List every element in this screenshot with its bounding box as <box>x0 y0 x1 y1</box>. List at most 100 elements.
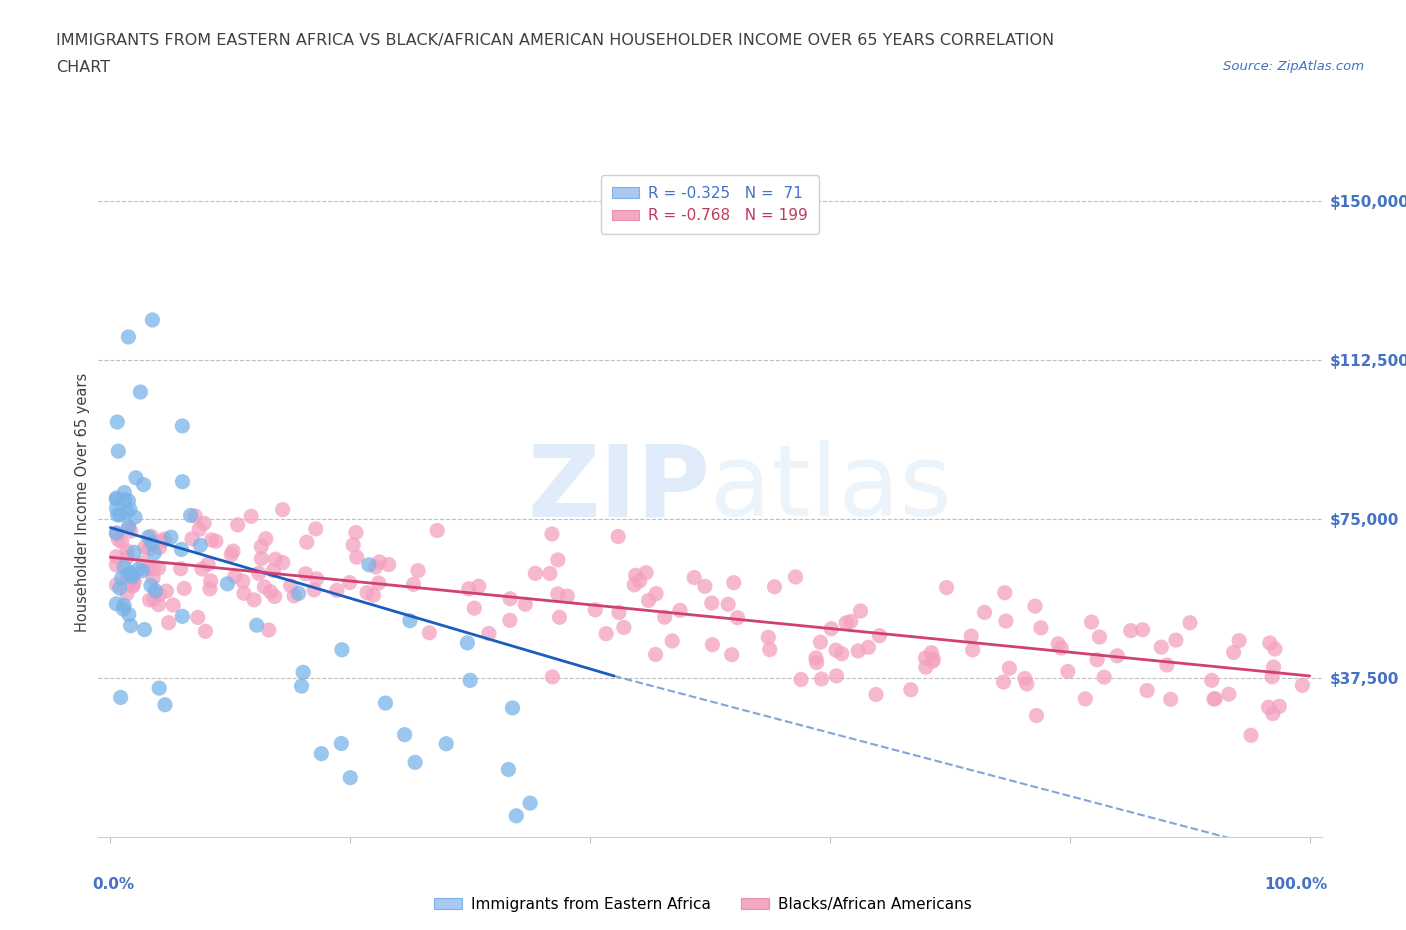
Point <box>661 633 683 648</box>
Point <box>399 613 422 628</box>
Point <box>172 609 194 624</box>
Point <box>187 610 209 625</box>
Point <box>900 683 922 698</box>
Point <box>107 508 129 523</box>
Point <box>173 581 195 596</box>
Point <box>122 578 145 593</box>
Point <box>120 524 142 538</box>
Point <box>180 508 202 523</box>
Point <box>142 562 165 577</box>
Point <box>806 655 828 670</box>
Point <box>394 727 416 742</box>
Point <box>148 561 170 576</box>
Point <box>132 477 155 492</box>
Point <box>112 598 135 613</box>
Point <box>271 502 294 517</box>
Point <box>478 626 501 641</box>
Point <box>547 587 569 602</box>
Point <box>973 604 995 619</box>
Point <box>1080 615 1102 630</box>
Point <box>311 746 333 761</box>
Point <box>224 569 246 584</box>
Point <box>846 644 869 658</box>
Point <box>131 564 153 578</box>
Point <box>111 571 134 586</box>
Point <box>720 647 742 662</box>
Point <box>457 581 479 596</box>
Point <box>1085 652 1108 667</box>
Point <box>250 551 273 566</box>
Point <box>120 566 142 581</box>
Point <box>613 620 636 635</box>
Point <box>108 508 131 523</box>
Point <box>205 534 228 549</box>
Point <box>145 583 167 598</box>
Point <box>172 474 194 489</box>
Point <box>624 568 647 583</box>
Point <box>763 579 786 594</box>
Point <box>758 642 780 657</box>
Point <box>247 565 270 580</box>
Point <box>105 550 128 565</box>
Point <box>283 589 305 604</box>
Point <box>1025 708 1047 723</box>
Point <box>538 566 561 581</box>
Point <box>160 530 183 545</box>
Text: IMMIGRANTS FROM EASTERN AFRICA VS BLACK/AFRICAN AMERICAN HOUSEHOLDER INCOME OVER: IMMIGRANTS FROM EASTERN AFRICA VS BLACK/… <box>56 33 1054 47</box>
Point <box>200 533 222 548</box>
Point <box>717 597 740 612</box>
Point <box>825 643 848 658</box>
Point <box>693 579 716 594</box>
Point <box>915 659 938 674</box>
Point <box>117 550 139 565</box>
Point <box>993 674 1015 689</box>
Legend: Immigrants from Eastern Africa, Blacks/African Americans: Immigrants from Eastern Africa, Blacks/A… <box>429 891 977 918</box>
Point <box>118 521 141 536</box>
Point <box>418 625 440 640</box>
Point <box>962 643 984 658</box>
Point <box>148 587 170 602</box>
Point <box>1050 641 1073 656</box>
Point <box>305 571 328 586</box>
Point <box>377 557 399 572</box>
Point <box>1047 636 1070 651</box>
Point <box>155 584 177 599</box>
Point <box>547 552 569 567</box>
Point <box>368 554 391 569</box>
Point <box>920 645 942 660</box>
Point <box>524 565 547 580</box>
Point <box>406 564 429 578</box>
Point <box>1092 670 1115 684</box>
Point <box>150 534 173 549</box>
Point <box>219 547 242 562</box>
Point <box>858 640 880 655</box>
Point <box>404 755 426 770</box>
Point <box>1136 684 1159 698</box>
Point <box>264 551 287 566</box>
Point <box>1258 635 1281 650</box>
Point <box>669 603 692 618</box>
Point <box>628 574 651 589</box>
Point <box>138 592 160 607</box>
Point <box>463 601 485 616</box>
Text: 100.0%: 100.0% <box>1264 877 1327 892</box>
Point <box>785 569 807 584</box>
Point <box>1268 698 1291 713</box>
Point <box>139 578 162 593</box>
Point <box>342 538 364 552</box>
Point <box>198 581 221 596</box>
Point <box>148 681 170 696</box>
Point <box>820 621 842 636</box>
Point <box>197 557 219 572</box>
Point <box>127 563 149 578</box>
Point <box>402 577 425 591</box>
Point <box>344 525 367 540</box>
Point <box>162 598 184 613</box>
Point <box>240 509 263 524</box>
Point <box>1132 622 1154 637</box>
Point <box>117 329 139 344</box>
Point <box>994 614 1017 629</box>
Point <box>105 578 128 592</box>
Point <box>254 531 277 546</box>
Point <box>232 586 254 601</box>
